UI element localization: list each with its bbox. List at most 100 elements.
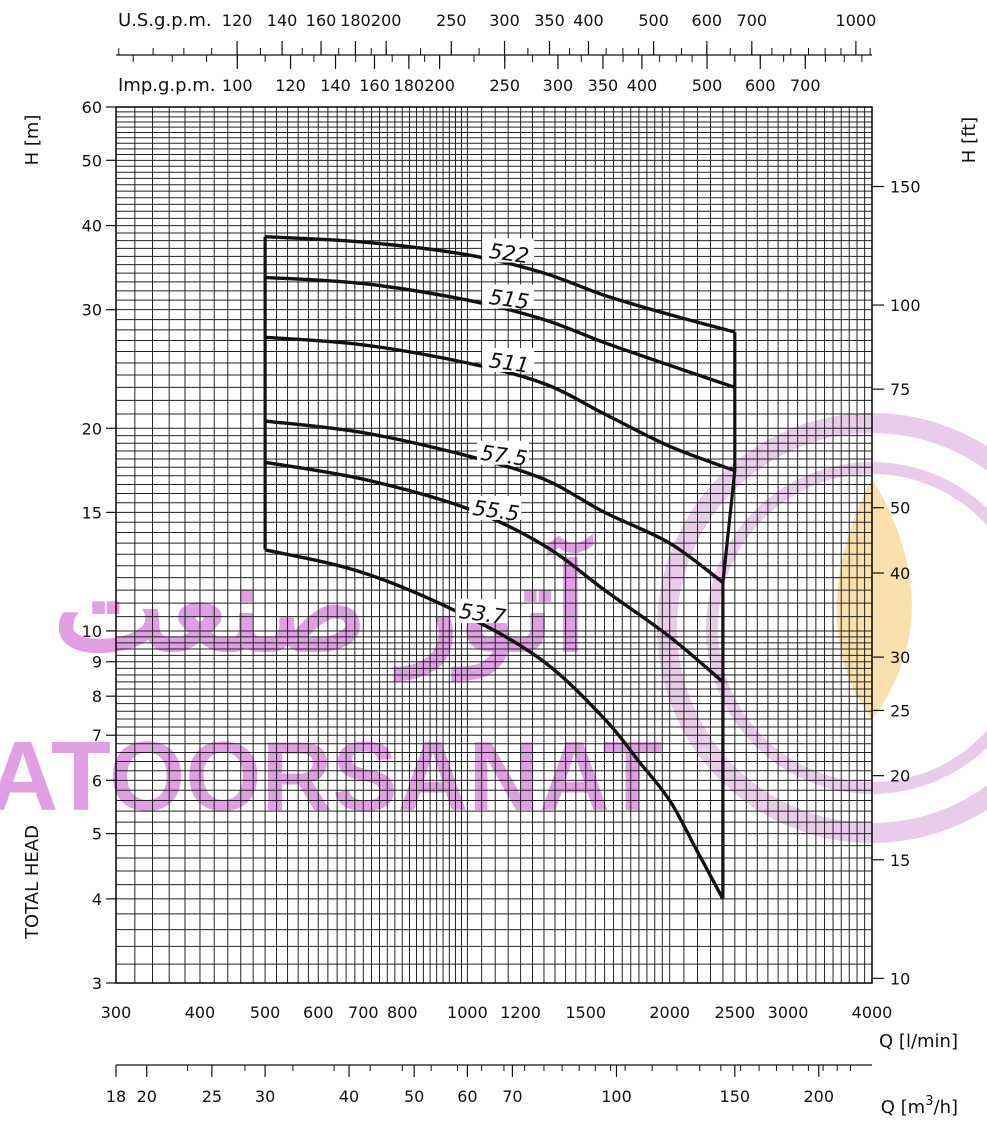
- x-axis-tick-label: 1200: [500, 1003, 541, 1022]
- usgpm-axis-tick-label: 350: [534, 11, 565, 30]
- right-axis-tick-label: 25: [890, 701, 910, 720]
- total-head-label: TOTAL HEAD: [22, 825, 43, 940]
- x-axis-tick-label: 2500: [714, 1003, 755, 1022]
- right-axis-tick-label: 150: [890, 177, 921, 196]
- curve-label-515: 515: [488, 285, 531, 314]
- impgpm-axis-tick-label: 600: [745, 76, 776, 95]
- right-axis-tick-label: 20: [890, 767, 910, 786]
- x-axis-tick-label: 600: [303, 1003, 334, 1022]
- y-axis-title-left: H [m]: [22, 115, 43, 166]
- m3h-axis-title-sup: 3: [925, 1094, 933, 1109]
- m3h-axis-tick-label: 60: [457, 1087, 477, 1106]
- m3h-axis-tick-label: 50: [404, 1087, 424, 1106]
- right-axis-tick-label: 40: [890, 564, 910, 583]
- curve-label-511: 511: [488, 348, 531, 377]
- m3h-axis-title-prefix: Q [m: [881, 1097, 925, 1118]
- usgpm-axis-tick-label: 140: [267, 11, 298, 30]
- m3h-axis-tick-label: 150: [720, 1087, 751, 1106]
- watermark-arabic-text: آتور صنعت: [53, 533, 594, 682]
- left-axis-tick-label: 60: [82, 98, 102, 117]
- x-axis-tick-label: 300: [101, 1003, 132, 1022]
- x-axis-title: Q [l/min]: [879, 1031, 958, 1052]
- usgpm-axis-tick-label: 180: [340, 11, 371, 30]
- curve-label-bg: [469, 495, 522, 520]
- left-axis-tick-label: 8: [92, 687, 102, 706]
- m3h-axis-title-suffix: /h]: [934, 1097, 959, 1118]
- m3h-axis-tick-label: 70: [502, 1087, 522, 1106]
- left-axis-tick-label: 40: [82, 217, 102, 236]
- impgpm-axis-tick-label: 500: [692, 76, 723, 95]
- left-axis-tick-label: 20: [82, 419, 102, 438]
- curve-511: [264, 335, 736, 473]
- left-axis-tick-label: 7: [92, 726, 102, 745]
- x-axis-tick-label: 2000: [649, 1003, 690, 1022]
- plot-frame: [115, 106, 873, 984]
- curve-label-bg: [482, 238, 535, 263]
- x-axis-tick-label: 400: [185, 1003, 216, 1022]
- left-axis-tick-label: 10: [82, 622, 102, 641]
- envelope-line-right: [721, 332, 737, 899]
- curves: [263, 235, 737, 900]
- usgpm-axis-tick-label: 300: [489, 11, 520, 30]
- watermark-latin-text: ATOORSANAT: [0, 721, 663, 831]
- curve-label-bg: [482, 284, 535, 309]
- m3h-axis-title: Q [m3/h]: [881, 1094, 958, 1118]
- usgpm-axis-tick-label: 1000: [836, 11, 877, 30]
- x-axis-tick-label: 800: [387, 1003, 418, 1022]
- curve-label-55-5: 55.5: [471, 496, 521, 526]
- watermark-flame-icon: [836, 478, 912, 720]
- curve-55-5: [264, 460, 724, 684]
- usgpm-axis-tick-label: 700: [737, 11, 768, 30]
- usgpm-axis-tick-label: 400: [573, 11, 604, 30]
- m3h-axis-tick-label: 30: [255, 1087, 275, 1106]
- m3h-axis-tick-label: 18: [106, 1087, 126, 1106]
- impgpm-axis-tick-label: 250: [489, 76, 520, 95]
- impgpm-axis-title: Imp.g.p.m.: [118, 75, 216, 96]
- usgpm-axis-title: U.S.g.p.m.: [118, 10, 212, 31]
- impgpm-axis-tick-label: 180: [394, 76, 425, 95]
- impgpm-axis-tick-label: 400: [627, 76, 658, 95]
- x-axis-tick-label: 700: [348, 1003, 379, 1022]
- impgpm-axis-tick-label: 300: [543, 76, 574, 95]
- impgpm-axis-tick-label: 350: [588, 76, 619, 95]
- right-axis-tick-label: 30: [890, 648, 910, 667]
- m3h-axis-tick-label: 200: [804, 1087, 835, 1106]
- x-axis-tick-label: 1000: [447, 1003, 488, 1022]
- left-axis-tick-label: 4: [92, 890, 102, 909]
- usgpm-axis-tick-label: 250: [436, 11, 467, 30]
- curve-522: [265, 235, 736, 334]
- x-axis-tick-label: 1500: [565, 1003, 606, 1022]
- usgpm-axis-tick-label: 200: [371, 11, 402, 30]
- left-axis-tick-label: 50: [82, 151, 102, 170]
- left-axis-tick-label: 5: [92, 825, 102, 844]
- curve-label-bg: [455, 599, 508, 624]
- impgpm-axis-tick-label: 200: [424, 76, 455, 95]
- axes: 3 4 5 6 7 8 9 10 15 20 30 40 50 60 10 15 20 25 30 40 50 75 100…: [22, 10, 980, 1118]
- m3h-axis-tick-label: 20: [137, 1087, 157, 1106]
- usgpm-axis-tick-label: 600: [692, 11, 723, 30]
- x-axis-tick-label: 500: [250, 1003, 281, 1022]
- left-axis-tick-label: 30: [82, 301, 102, 320]
- y-axis-title-right: H [ft]: [959, 117, 980, 163]
- x-axis-tick-label: 4000: [852, 1003, 893, 1022]
- usgpm-axis-tick-label: 120: [222, 11, 253, 30]
- impgpm-axis-tick-label: 700: [790, 76, 821, 95]
- right-axis-tick-label: 100: [890, 296, 921, 315]
- curve-label-bg: [477, 440, 530, 465]
- right-axis-tick-label: 50: [890, 499, 910, 518]
- curve-53-7: [264, 548, 725, 900]
- left-axis-tick-label: 3: [92, 974, 102, 993]
- left-axis-tick-label: 6: [92, 771, 102, 790]
- impgpm-axis-tick-label: 100: [222, 76, 253, 95]
- right-axis-tick-label: 15: [890, 851, 910, 870]
- right-axis-tick-label: 75: [890, 380, 910, 399]
- curve-57-5: [264, 419, 724, 584]
- m3h-axis-tick-label: 25: [202, 1087, 222, 1106]
- m3h-axis-tick-label: 100: [601, 1087, 632, 1106]
- impgpm-axis-tick-label: 160: [359, 76, 390, 95]
- m3h-axis-tick-label: 40: [339, 1087, 359, 1106]
- curve-label-522: 522: [488, 239, 531, 268]
- x-axis-tick-label: 3000: [768, 1003, 809, 1022]
